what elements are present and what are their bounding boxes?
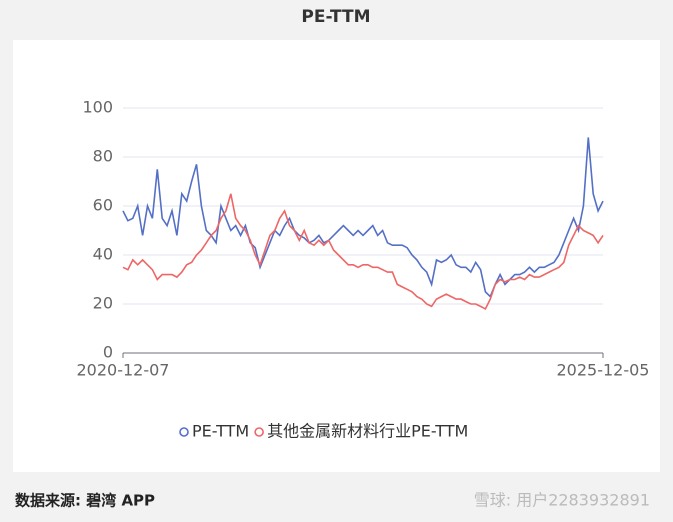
x-tick-label: 2025-12-05 <box>557 361 650 380</box>
legend-label: PE-TTM <box>192 422 249 441</box>
line <box>122 193 604 310</box>
y-tick-label: 100 <box>82 98 113 117</box>
source: 数据来源: 碧湾 APP <box>15 492 155 510</box>
card <box>13 40 660 472</box>
watermark: 雪球: 用户2283932891 <box>474 491 650 510</box>
legend-label: 其他金属新材料行业PE-TTM <box>267 422 468 441</box>
legend-marker <box>254 427 264 437</box>
y-tick-label: 20 <box>93 294 113 313</box>
y-tick-label: 80 <box>93 147 113 166</box>
x-tick-label: 2020-12-07 <box>77 361 170 380</box>
y-tick-label: 0 <box>103 343 113 362</box>
y-tick-label: 60 <box>93 196 113 215</box>
line <box>122 137 604 299</box>
chart-title: PE-TTM <box>301 7 370 27</box>
y-tick-label: 40 <box>93 245 113 264</box>
legend-marker <box>179 427 189 437</box>
